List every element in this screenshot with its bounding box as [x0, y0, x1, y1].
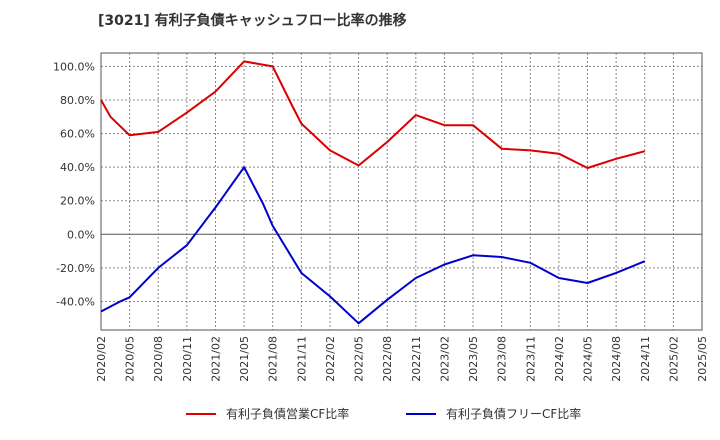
y-tick-label: 100.0% — [53, 60, 95, 73]
x-tick-label: 2023/08 — [496, 336, 509, 382]
x-tick-label: 2021/11 — [295, 336, 308, 382]
x-tick-label: 2022/11 — [410, 336, 423, 382]
y-tick-label: 80.0% — [60, 94, 95, 107]
plot-frame — [100, 52, 703, 331]
legend-swatch-blue — [406, 412, 436, 415]
x-tick-label: 2024/02 — [553, 336, 566, 382]
y-tick-labels: 100.0% 80.0% 60.0% 40.0% 20.0% 0.0% -20.0% -40.… — [53, 60, 95, 308]
grid-layer — [100, 52, 703, 331]
x-tick-label: 2021/05 — [238, 336, 251, 382]
x-tick-label: 2021/08 — [267, 336, 280, 382]
y-tick-label: 40.0% — [60, 161, 95, 174]
x-tick-label: 2020/05 — [124, 336, 137, 382]
x-tick-label: 2020/11 — [181, 336, 194, 382]
legend-swatch-red — [186, 412, 216, 415]
y-tick-label: -20.0% — [56, 262, 95, 275]
legend-item-free-cf: 有利子負債フリーCF比率 — [406, 405, 581, 422]
x-tick-label: 2024/05 — [582, 336, 595, 382]
x-tick-labels: 2020/02 2020/05 2020/08 2020/11 2021/02 2021/… — [95, 336, 709, 382]
y-tick-label: 20.0% — [60, 195, 95, 208]
legend-label-operating-cf: 有利子負債営業CF比率 — [226, 407, 350, 421]
x-tick-label: 2022/05 — [353, 336, 366, 382]
chart-title: [3021] 有利子負債キャッシュフロー比率の推移 — [98, 13, 407, 29]
legend-item-operating-cf: 有利子負債営業CF比率 — [186, 405, 349, 422]
y-tick-label: -40.0% — [56, 295, 95, 308]
x-tick-label: 2020/08 — [152, 336, 165, 382]
x-tick-label: 2023/05 — [467, 336, 480, 382]
y-tick-label: 60.0% — [60, 128, 95, 141]
x-tick-label: 2022/02 — [324, 336, 337, 382]
x-tick-label: 2024/08 — [610, 336, 623, 382]
x-tick-label: 2025/05 — [696, 336, 709, 382]
series-line-0 — [100, 60, 646, 169]
x-tick-label: 2023/11 — [524, 336, 537, 382]
x-tick-label: 2024/11 — [639, 336, 652, 382]
series-line-1 — [100, 166, 646, 325]
x-tick-label: 2020/02 — [95, 336, 108, 382]
x-tick-label: 2025/02 — [667, 336, 680, 382]
legend-label-free-cf: 有利子負債フリーCF比率 — [446, 407, 582, 421]
series-layer — [100, 60, 646, 325]
x-tick-label: 2023/02 — [438, 336, 451, 382]
y-tick-label: 0.0% — [67, 228, 95, 241]
x-tick-label: 2021/02 — [209, 336, 222, 382]
x-tick-label: 2022/08 — [381, 336, 394, 382]
